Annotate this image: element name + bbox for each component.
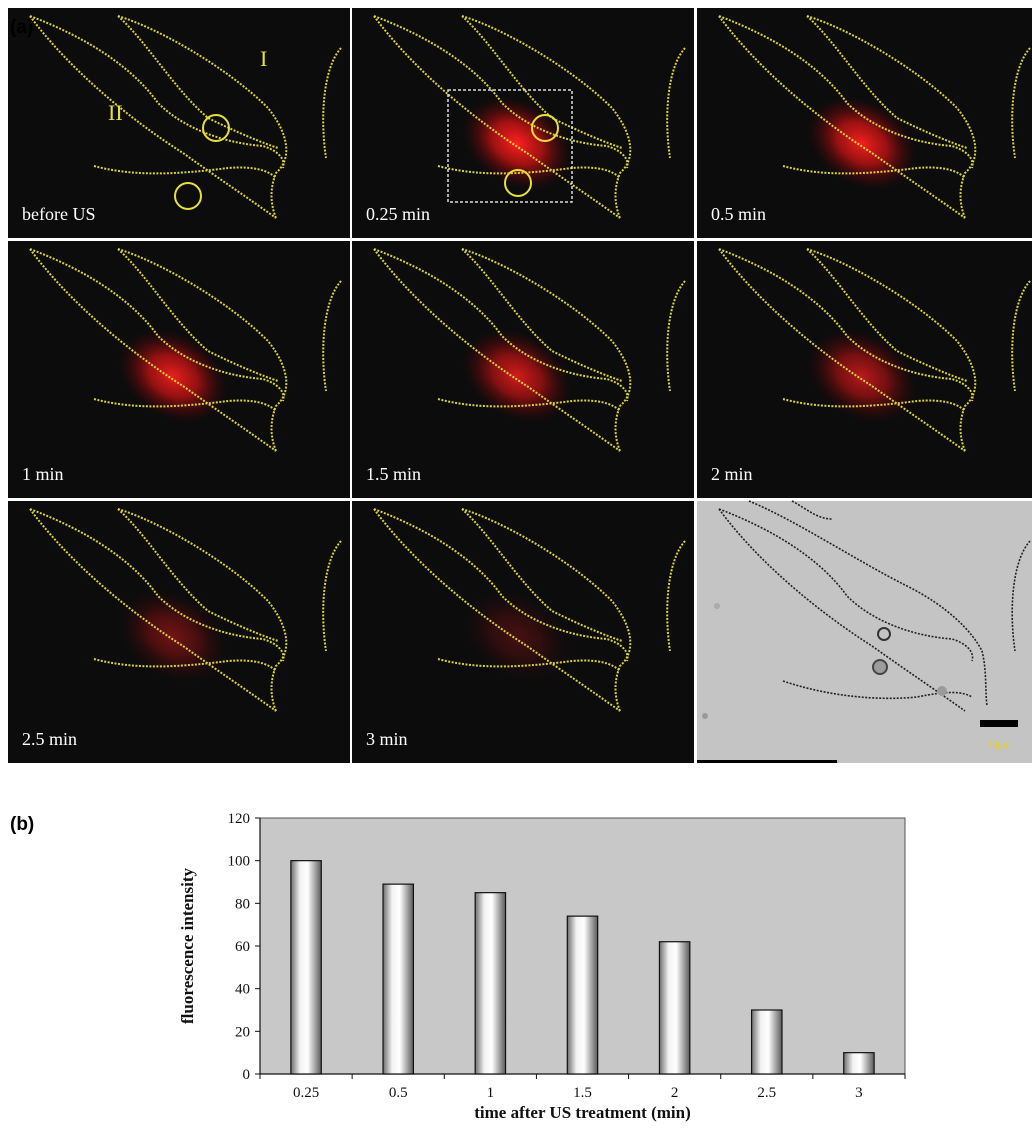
roi-circle <box>531 114 559 142</box>
time-label: 0.5 min <box>711 204 766 224</box>
y-tick-label: 20 <box>235 1024 250 1040</box>
brightfield-panel: 10μm <box>697 500 1032 763</box>
time-label: 1 min <box>22 464 64 484</box>
time-label: 2.5 min <box>22 729 77 749</box>
y-tick-label: 60 <box>235 939 250 955</box>
x-tick-label: 2 <box>671 1085 679 1101</box>
bar-1 <box>474 892 507 1075</box>
y-tick-label: 120 <box>228 811 251 827</box>
micrograph-frame: 3 min <box>352 501 694 763</box>
figure-panel-b: (b) 0 20 40 60 80 100 120 0.25 0.5 1 1.5 2 2.5 3 time … <box>10 811 906 1122</box>
panel-label-a: (a) <box>10 17 33 38</box>
roi-circle <box>202 114 230 142</box>
x-axis-title: time after US treatment (min) <box>474 1103 691 1122</box>
x-tick-label: 3 <box>855 1085 863 1101</box>
region-label-I: I <box>260 46 267 71</box>
micrograph-frame: 1 min <box>8 241 350 498</box>
time-label: 1.5 min <box>366 464 421 484</box>
roi-circle <box>174 182 202 210</box>
x-tick-label: 1.5 <box>573 1085 592 1101</box>
panel-label-b: (b) <box>10 814 34 835</box>
time-label: 3 min <box>366 729 408 749</box>
x-tick-label: 0.5 <box>389 1085 408 1101</box>
y-tick-label: 0 <box>243 1067 251 1083</box>
zoom-region-box <box>447 89 573 203</box>
y-tick-label: 100 <box>228 854 251 870</box>
bar-2 <box>658 941 691 1075</box>
region-label-II: II <box>108 100 123 125</box>
time-label: before US <box>22 204 95 224</box>
micrograph-frame: 2.5 min <box>8 501 350 763</box>
micrograph-frame: 0.5 min <box>697 8 1032 238</box>
micrograph-frame: 0.25 min <box>352 8 694 238</box>
bar-0.25 <box>290 860 322 1075</box>
x-tick-label: 1 <box>487 1085 495 1101</box>
y-tick-label: 80 <box>235 896 250 912</box>
time-label: 0.25 min <box>366 204 430 224</box>
bar-2.5 <box>750 1009 783 1075</box>
roi-circle <box>504 169 532 197</box>
micrograph-frame: 1.5 min <box>352 241 694 498</box>
time-label: 2 min <box>711 464 753 484</box>
scale-bar <box>980 720 1018 727</box>
y-axis-title: fluorescence intensity <box>178 868 197 1024</box>
y-tick-label: 40 <box>235 982 250 998</box>
x-tick-label: 2.5 <box>757 1085 776 1101</box>
bar-3 <box>843 1052 875 1075</box>
bar-0.5 <box>382 883 415 1075</box>
bar-1.5 <box>566 915 599 1075</box>
scale-bar-label: 10μm <box>987 740 1010 751</box>
x-tick-label: 0.25 <box>293 1085 319 1101</box>
micrograph-frame: 2 min <box>697 241 1032 498</box>
